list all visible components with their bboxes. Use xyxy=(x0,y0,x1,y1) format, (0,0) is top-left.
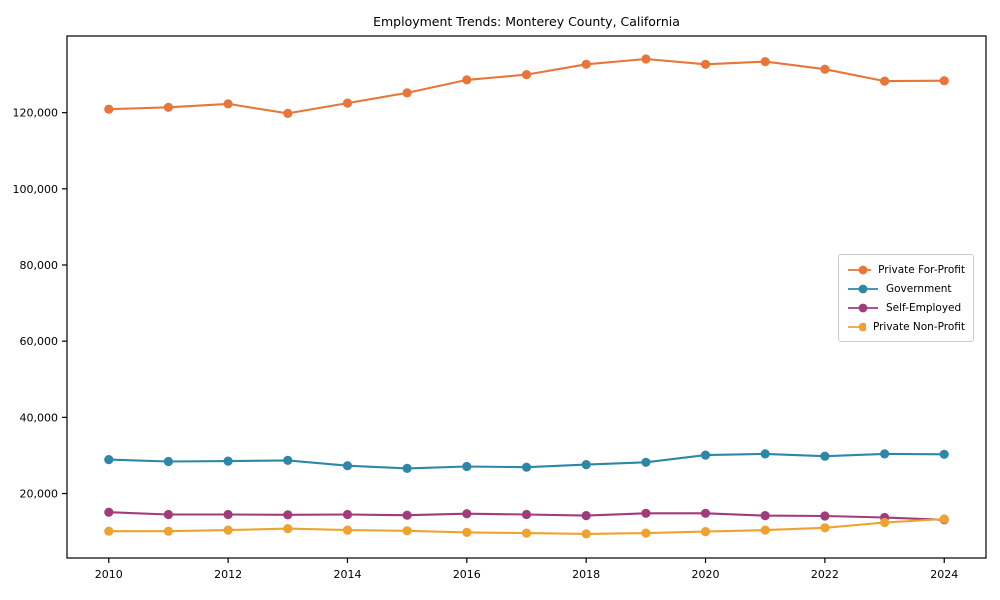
legend-entry: Self-Employed xyxy=(847,298,965,317)
data-point-private-for-profit xyxy=(700,59,711,69)
data-point-self-employed xyxy=(820,511,830,521)
legend: Private For-Profit Government Self-Emplo… xyxy=(838,254,974,342)
legend-swatch xyxy=(848,303,878,312)
data-point-private-for-profit xyxy=(104,104,114,114)
data-point-government xyxy=(880,449,890,459)
legend-label: Government xyxy=(886,282,952,295)
svg-text:20,000: 20,000 xyxy=(20,488,59,501)
legend-label: Private Non-Profit xyxy=(872,320,965,333)
chart-title: Employment Trends: Monterey County, Cali… xyxy=(373,14,680,29)
svg-text:2020: 2020 xyxy=(692,568,720,581)
data-point-private-for-profit xyxy=(641,54,651,64)
data-point-private-non-profit xyxy=(402,526,412,536)
data-point-self-employed xyxy=(402,510,412,520)
data-point-private-non-profit xyxy=(700,527,711,537)
svg-text:2010: 2010 xyxy=(95,568,123,581)
svg-text:2016: 2016 xyxy=(453,568,481,581)
data-point-private-for-profit xyxy=(939,76,949,86)
series-government xyxy=(104,449,949,473)
series-self-employed xyxy=(104,507,949,525)
data-point-private-for-profit xyxy=(163,102,173,112)
data-point-private-non-profit xyxy=(880,517,890,528)
data-point-government xyxy=(700,450,711,460)
svg-text:2018: 2018 xyxy=(572,568,600,581)
data-point-self-employed xyxy=(342,509,353,520)
data-point-private-for-profit xyxy=(462,75,472,85)
legend-label: Self-Employed xyxy=(886,301,962,314)
data-point-self-employed xyxy=(462,509,472,519)
x-axis-ticks: 2010 2012 2014 2016 2018 2020 2022 2024 xyxy=(95,558,958,581)
data-point-self-employed xyxy=(760,510,770,521)
data-point-private-for-profit xyxy=(581,59,591,69)
data-point-government xyxy=(521,462,532,472)
data-point-private-non-profit xyxy=(521,528,532,538)
data-point-self-employed xyxy=(104,507,114,517)
legend-swatch xyxy=(848,265,872,274)
data-point-government xyxy=(104,455,114,465)
svg-text:80,000: 80,000 xyxy=(20,259,59,272)
data-point-self-employed xyxy=(641,508,651,518)
data-point-private-for-profit xyxy=(521,70,532,80)
data-point-private-for-profit xyxy=(283,108,293,118)
data-point-private-non-profit xyxy=(462,527,472,538)
y-axis-ticks: 20,000 40,000 60,000 80,000 100,000 120,000 xyxy=(13,107,67,501)
data-point-private-for-profit xyxy=(342,98,353,108)
data-point-self-employed xyxy=(283,510,293,520)
data-point-private-non-profit xyxy=(342,525,353,535)
data-point-private-for-profit xyxy=(880,76,890,86)
data-point-private-non-profit xyxy=(820,523,830,533)
plot-frame xyxy=(66,35,987,559)
legend-swatch xyxy=(848,284,878,293)
legend-label: Private For-Profit xyxy=(878,263,965,276)
data-point-self-employed xyxy=(163,509,173,520)
svg-text:2012: 2012 xyxy=(214,568,242,581)
legend-swatch xyxy=(848,322,866,331)
legend-entry: Private For-Profit xyxy=(847,260,965,279)
data-point-private-non-profit xyxy=(223,525,233,535)
svg-text:2022: 2022 xyxy=(811,568,839,581)
data-point-private-non-profit xyxy=(581,529,591,539)
data-point-government xyxy=(641,457,651,467)
data-point-private-non-profit xyxy=(939,514,949,524)
data-point-self-employed xyxy=(581,510,591,521)
data-point-private-non-profit xyxy=(163,526,173,536)
data-point-government xyxy=(581,460,591,470)
series-private-for-profit xyxy=(104,54,949,118)
series-private-non-profit xyxy=(104,514,949,539)
svg-text:100,000: 100,000 xyxy=(13,183,59,196)
data-point-government xyxy=(820,451,830,461)
data-point-self-employed xyxy=(223,509,233,520)
data-point-private-for-profit xyxy=(223,99,233,109)
data-point-government xyxy=(283,455,293,465)
data-point-self-employed xyxy=(521,509,532,520)
data-point-government xyxy=(342,461,353,471)
svg-text:2024: 2024 xyxy=(930,568,958,581)
svg-text:2014: 2014 xyxy=(333,568,361,581)
data-point-private-for-profit xyxy=(760,57,770,67)
data-point-government xyxy=(760,449,770,459)
data-point-government xyxy=(163,456,173,467)
data-point-private-non-profit xyxy=(283,524,293,534)
data-point-private-for-profit xyxy=(402,88,412,98)
data-point-private-non-profit xyxy=(760,525,770,535)
svg-text:60,000: 60,000 xyxy=(20,335,59,348)
data-point-private-for-profit xyxy=(820,64,830,74)
data-point-government xyxy=(223,456,233,466)
data-point-private-non-profit xyxy=(641,528,651,538)
svg-text:120,000: 120,000 xyxy=(13,107,59,120)
data-point-government xyxy=(939,449,949,459)
data-point-self-employed xyxy=(700,508,711,518)
data-point-private-non-profit xyxy=(104,526,114,536)
legend-entry: Government xyxy=(847,279,965,298)
svg-text:40,000: 40,000 xyxy=(20,411,59,424)
data-point-government xyxy=(462,461,472,472)
data-point-government xyxy=(402,463,412,473)
legend-entry: Private Non-Profit xyxy=(847,317,965,336)
